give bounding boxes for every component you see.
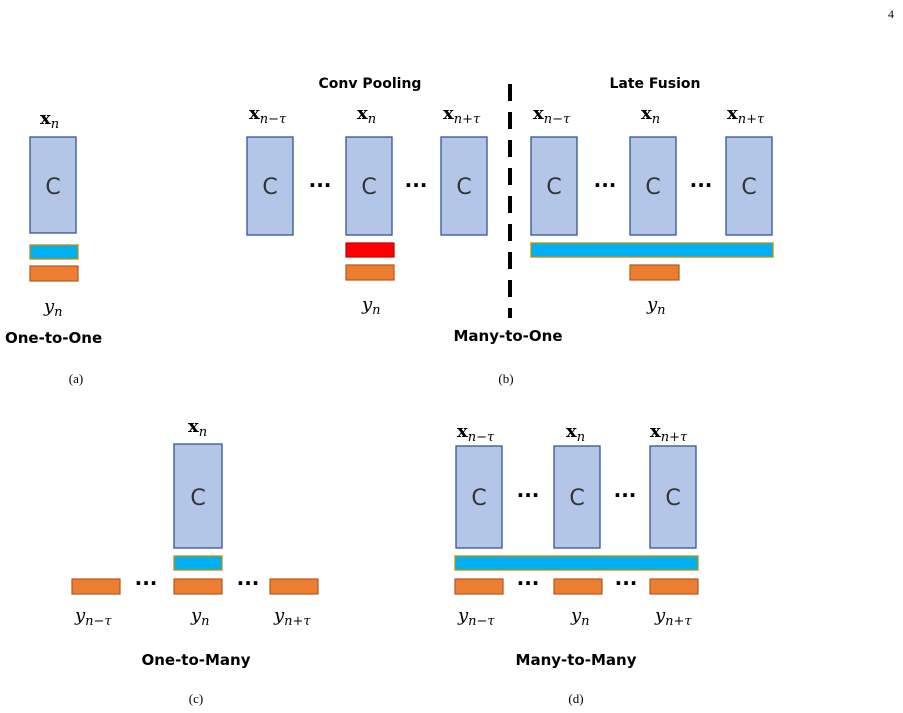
ellipsis: ··· (615, 571, 638, 595)
conv-block (553, 445, 601, 549)
title-late-fusion: Late Fusion (610, 76, 701, 92)
conv-block-label: C (546, 175, 561, 200)
output-bar (269, 578, 319, 595)
ellipsis: ··· (135, 571, 158, 595)
conv-block (649, 445, 697, 549)
output-bar (173, 578, 223, 595)
conv-block-label: C (45, 175, 60, 200)
ellipsis: ··· (517, 571, 540, 595)
output-label-y-n: yn (43, 296, 63, 320)
conv-block-label: C (569, 486, 584, 511)
ellipsis: ··· (309, 173, 332, 197)
conv-block-label: C (665, 486, 680, 511)
sublabel-c: (c) (189, 691, 203, 706)
sublabel-a: (a) (69, 371, 83, 386)
input-label-x-n: xn (357, 103, 376, 127)
output-bar (345, 264, 395, 281)
conv-block (629, 136, 677, 236)
ellipsis: ··· (517, 483, 540, 507)
output-bar (649, 578, 699, 595)
conv-block (455, 445, 503, 549)
input-label-x-n: xn (566, 421, 585, 445)
output-label-y-n: yn (361, 294, 381, 318)
feature-bar (29, 244, 79, 260)
conv-block-label: C (645, 175, 660, 200)
input-label-x-plus: xn+τ (443, 103, 481, 127)
conv-block (246, 136, 294, 236)
conv-block-label: C (456, 175, 471, 200)
ellipsis: ··· (614, 483, 637, 507)
output-bar (29, 265, 79, 282)
sublabel-b: (b) (498, 371, 513, 386)
conv-block-label: C (741, 175, 756, 200)
input-label-x-minus: xn−τ (457, 421, 495, 445)
ellipsis: ··· (237, 571, 260, 595)
conv-block-label: C (262, 175, 277, 200)
page-number: 4 (888, 7, 894, 21)
input-label-x-n: xn (188, 416, 207, 440)
input-label-x-plus: xn+τ (727, 103, 765, 127)
caption-one-to-many: One-to-Many (141, 651, 250, 669)
ellipsis: ··· (405, 173, 428, 197)
conv-block (725, 136, 773, 236)
caption-one-to-one: One-to-One (5, 329, 102, 347)
input-label-x-plus: xn+τ (650, 421, 688, 445)
conv-block (29, 136, 77, 234)
feature-bar (173, 555, 223, 571)
conv-block (173, 443, 223, 549)
fused-feature-bar (454, 555, 699, 571)
input-label-x-n: xn (641, 103, 660, 127)
pooled-feature-bar (345, 242, 395, 258)
conv-block-label: C (190, 486, 205, 511)
output-bar (629, 264, 680, 281)
output-label-y-n: yn (646, 294, 666, 318)
ellipsis: ··· (690, 173, 713, 197)
conv-block (440, 136, 488, 236)
output-label-y-n: yn (190, 605, 210, 629)
sublabel-d: (d) (568, 691, 583, 706)
panel-b: Conv Pooling Late Fusion xn−τ xn xn+τ C … (246, 76, 774, 386)
output-label-y-minus: yn−τ (457, 605, 495, 629)
output-label-y-plus: yn+τ (654, 605, 692, 629)
input-label-x-n: xn (40, 108, 59, 132)
output-bar (553, 578, 603, 595)
caption-many-to-one: Many-to-One (453, 327, 562, 345)
conv-block (530, 136, 578, 236)
output-bar (454, 578, 504, 595)
output-label-y-minus: yn−τ (74, 605, 112, 629)
output-bar (71, 578, 121, 595)
output-label-y-n: yn (570, 605, 590, 629)
input-label-x-minus: xn−τ (533, 103, 571, 127)
conv-block-label: C (471, 486, 486, 511)
panel-c: xn C ··· ··· yn−τ yn yn+τ One-to-Many (c… (71, 416, 319, 706)
panel-d: xn−τ xn xn+τ C ··· C ··· C ··· ··· yn−τ … (454, 421, 699, 706)
ellipsis: ··· (594, 173, 617, 197)
conv-block-label: C (361, 175, 376, 200)
title-conv-pooling: Conv Pooling (319, 76, 422, 92)
output-label-y-plus: yn+τ (273, 605, 311, 629)
conv-block (345, 136, 393, 236)
caption-many-to-many: Many-to-Many (516, 651, 637, 669)
fused-feature-bar (530, 242, 774, 258)
panel-a: xn C yn One-to-One (a) (5, 108, 102, 386)
input-label-x-minus: xn−τ (249, 103, 287, 127)
